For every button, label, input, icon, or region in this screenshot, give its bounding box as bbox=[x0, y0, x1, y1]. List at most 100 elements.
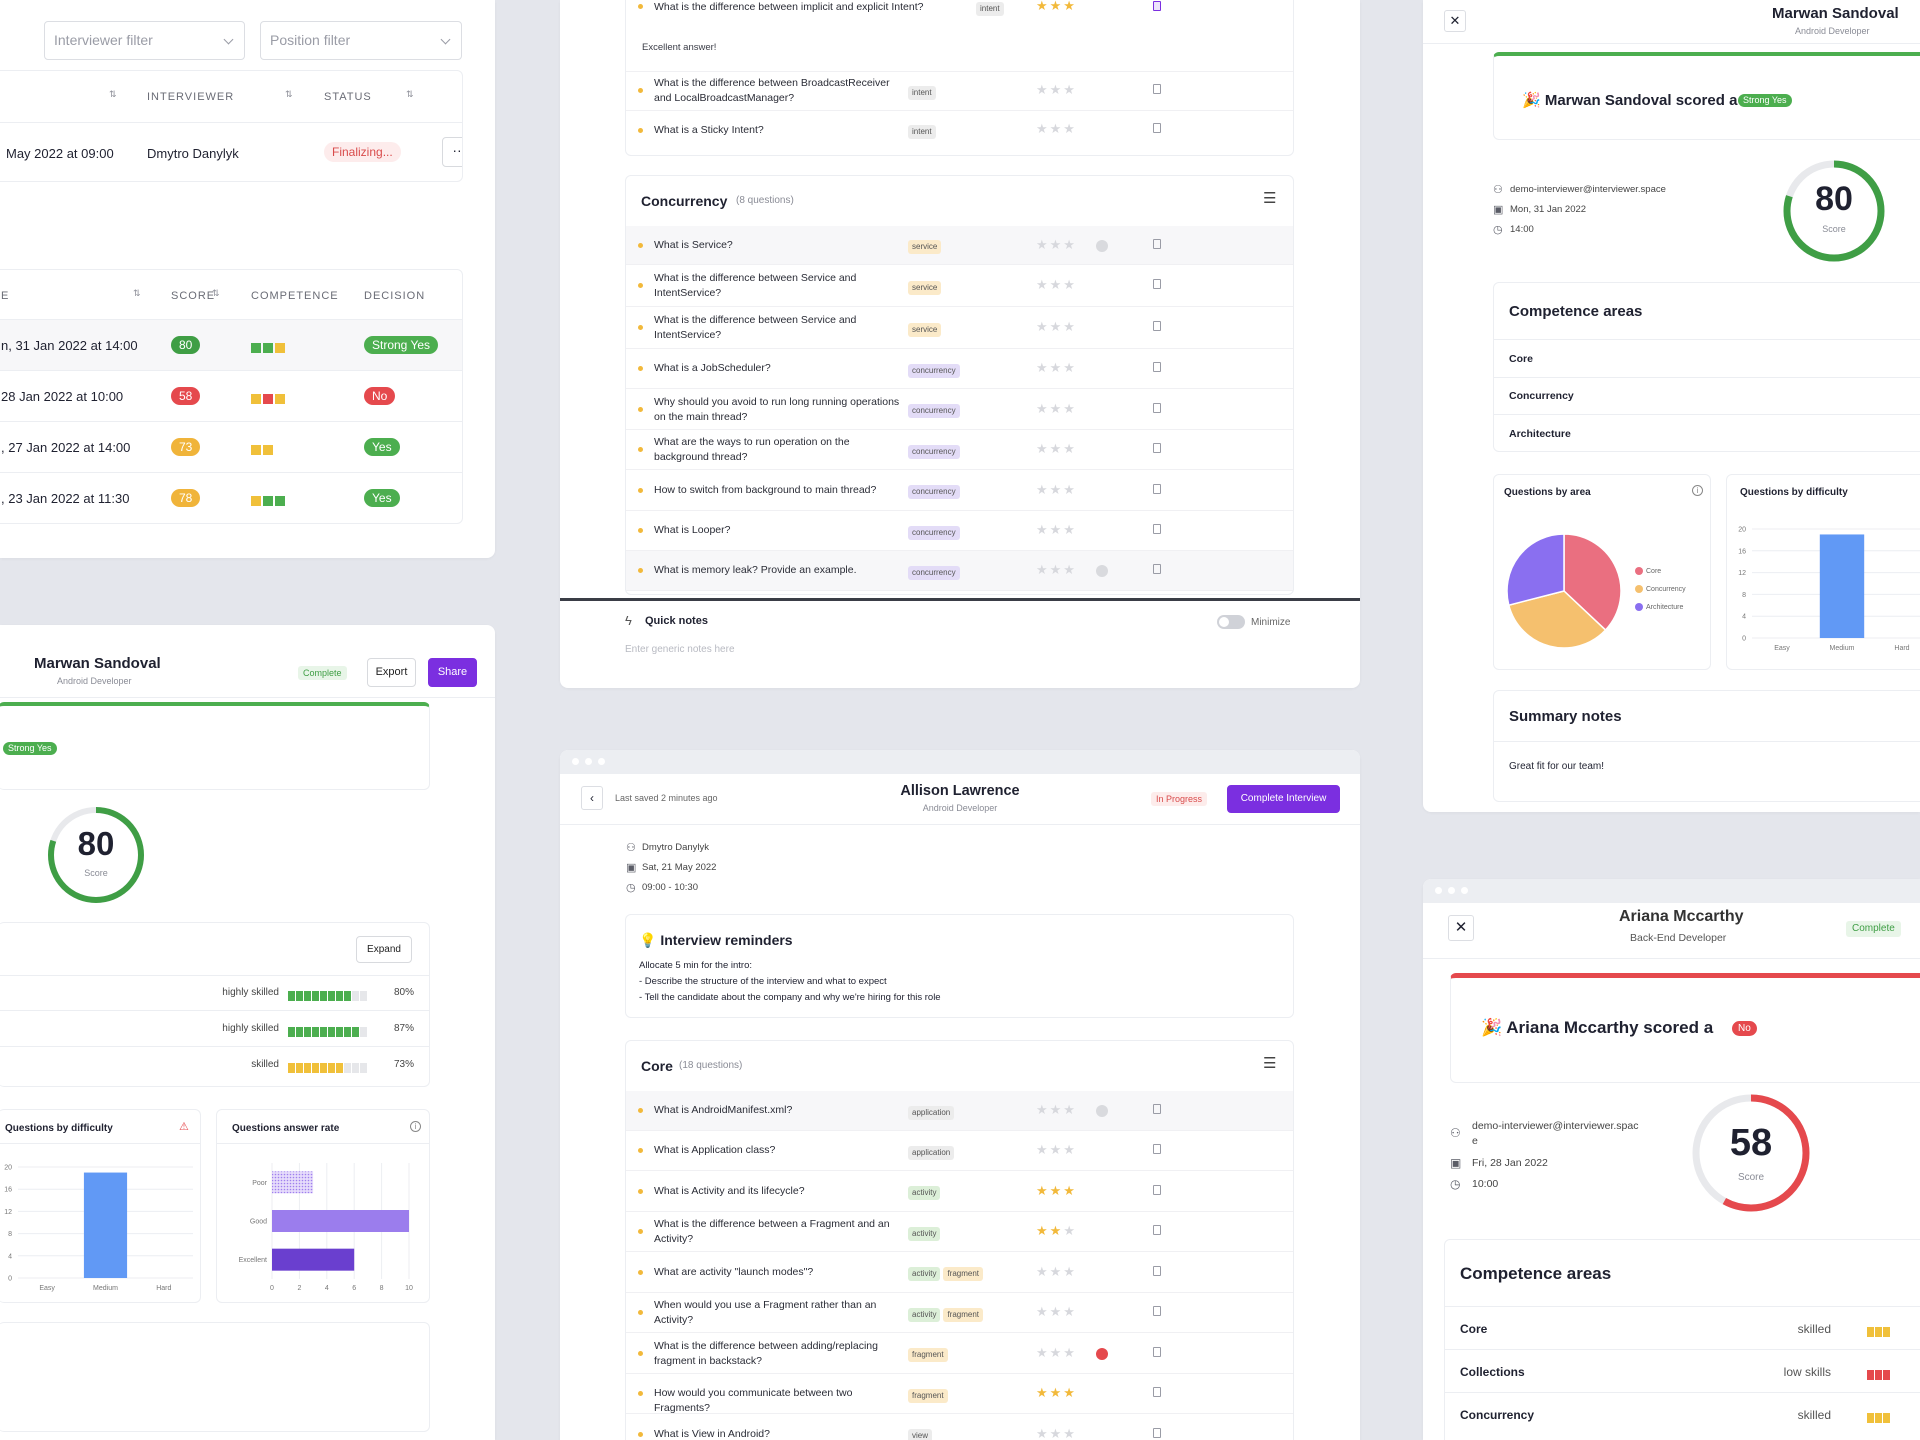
warning-icon[interactable]: ⚠ bbox=[179, 1121, 189, 1133]
rating-stars[interactable]: ★★★ bbox=[1036, 562, 1077, 577]
back-button[interactable]: ‹ bbox=[581, 786, 603, 810]
notes-icon[interactable] bbox=[1153, 238, 1161, 249]
question-row[interactable]: When would you use a Fragment rather tha… bbox=[626, 1293, 1293, 1333]
interviewer-filter[interactable]: Interviewer filter bbox=[44, 21, 245, 60]
bar-excellent[interactable] bbox=[272, 1248, 355, 1271]
question-row[interactable]: What is the difference between Service a… bbox=[626, 265, 1293, 307]
question-row[interactable]: What is AndroidManifest.xml? application ★… bbox=[626, 1091, 1293, 1131]
sort-icon[interactable]: ⇅ bbox=[406, 89, 414, 99]
notes-icon[interactable] bbox=[1153, 402, 1161, 413]
rating-stars[interactable]: ★★★ bbox=[1036, 277, 1077, 292]
question-row[interactable]: Why should you avoid to run long running… bbox=[626, 389, 1293, 430]
rating-stars[interactable]: ★★★ bbox=[1036, 1385, 1077, 1400]
question-row[interactable]: What is the difference between Broadcast… bbox=[626, 71, 1293, 111]
notes-icon[interactable] bbox=[1153, 1104, 1161, 1114]
pie-slice-architecture[interactable] bbox=[1506, 533, 1565, 607]
pie-slice-core[interactable] bbox=[1563, 533, 1622, 632]
question-row[interactable]: What is Activity and its lifecycle? activ… bbox=[626, 1171, 1293, 1212]
quick-notes-input[interactable]: Enter generic notes here bbox=[625, 644, 735, 655]
info-icon[interactable]: i bbox=[1692, 485, 1703, 496]
notes-icon[interactable] bbox=[1153, 483, 1161, 494]
clear-rating-icon[interactable] bbox=[1096, 239, 1108, 252]
notes-icon[interactable] bbox=[1153, 1144, 1161, 1154]
rating-stars[interactable]: ★★★ bbox=[1036, 319, 1077, 334]
notes-icon[interactable] bbox=[1153, 443, 1161, 453]
rating-stars[interactable]: ★★★ bbox=[1036, 236, 1077, 252]
info-icon[interactable]: i bbox=[410, 1121, 421, 1132]
expand-button[interactable]: Expand bbox=[356, 936, 412, 963]
notes-icon[interactable] bbox=[1153, 1265, 1161, 1276]
sort-icon[interactable]: ⇅ bbox=[109, 89, 117, 99]
menu-icon[interactable]: ☰ bbox=[1263, 1055, 1277, 1072]
table-row[interactable]: , 27 Jan 2022 at 14:00 73 Yes bbox=[0, 422, 462, 473]
notes-icon[interactable] bbox=[1153, 84, 1161, 94]
close-button[interactable]: ✕ bbox=[1444, 10, 1466, 32]
position-filter[interactable]: Position filter bbox=[260, 21, 462, 60]
notes-icon[interactable] bbox=[1153, 1225, 1161, 1235]
more-button[interactable]: ·· bbox=[442, 137, 462, 167]
rating-stars[interactable]: ★★★ bbox=[1036, 400, 1077, 416]
notes-icon[interactable] bbox=[1153, 1427, 1161, 1438]
question-row[interactable]: What is View in Android? view ★★★ bbox=[626, 1414, 1293, 1440]
notes-icon[interactable] bbox=[1153, 1306, 1161, 1316]
question-row[interactable]: How to switch from background to main th… bbox=[626, 470, 1293, 511]
table-row[interactable]: n, 31 Jan 2022 at 14:00 80 Strong Yes bbox=[0, 320, 462, 371]
question-row[interactable]: What is Service? service ★★★ bbox=[626, 226, 1293, 265]
question-row[interactable]: How would you communicate between two Fr… bbox=[626, 1374, 1293, 1414]
sort-icon[interactable]: ⇅ bbox=[212, 288, 220, 298]
clear-rating-icon[interactable] bbox=[1096, 1105, 1108, 1117]
rating-stars[interactable]: ★★★ bbox=[1036, 1263, 1077, 1279]
sort-icon[interactable]: ⇅ bbox=[285, 89, 293, 99]
question-row[interactable]: What is the difference between Service a… bbox=[626, 307, 1293, 349]
notes-icon[interactable] bbox=[1153, 1, 1161, 11]
close-button[interactable]: ✕ bbox=[1448, 915, 1474, 941]
col-competence[interactable]: COMPETENCE bbox=[251, 290, 339, 302]
clear-rating-icon[interactable] bbox=[1096, 1347, 1108, 1360]
rating-stars[interactable]: ★★★ bbox=[1036, 1425, 1077, 1440]
notes-icon[interactable] bbox=[1153, 123, 1161, 133]
question-row[interactable]: What is memory leak? Provide an example.… bbox=[626, 551, 1293, 591]
col-decision[interactable]: DECISION bbox=[364, 290, 426, 302]
clear-rating-icon[interactable] bbox=[1096, 565, 1108, 577]
bar-medium[interactable] bbox=[83, 1172, 128, 1278]
question-row[interactable]: What are activity "launch modes"? activit… bbox=[626, 1252, 1293, 1293]
rating-stars[interactable]: ★★★ bbox=[1036, 121, 1077, 136]
bar-medium[interactable] bbox=[1819, 534, 1865, 638]
question-row[interactable]: What is Application class? application ★★★ bbox=[626, 1131, 1293, 1171]
notes-icon[interactable] bbox=[1153, 524, 1161, 534]
export-button[interactable]: Export bbox=[367, 658, 416, 687]
rating-stars[interactable]: ★★★ bbox=[1036, 1142, 1077, 1157]
pie-slice-concurrency[interactable] bbox=[1507, 590, 1607, 649]
rating-stars[interactable]: ★★★ bbox=[1036, 1182, 1077, 1198]
question-row[interactable]: What is a JobScheduler? concurrency ★★★ bbox=[626, 349, 1293, 389]
notes-icon[interactable] bbox=[1153, 1184, 1161, 1195]
question-row[interactable]: What is the difference between adding/re… bbox=[626, 1333, 1293, 1374]
sort-icon[interactable]: ⇅ bbox=[133, 288, 141, 298]
rating-stars[interactable]: ★★★ bbox=[1036, 360, 1077, 375]
question-row[interactable]: What is the difference between a Fragmen… bbox=[626, 1212, 1293, 1252]
question-row[interactable]: What is a Sticky Intent? intent ★★★ bbox=[626, 111, 1293, 151]
rating-stars[interactable]: ★★★ bbox=[1036, 1223, 1077, 1238]
rating-stars[interactable]: ★★★ bbox=[1036, 441, 1077, 456]
table-row[interactable]: , 23 Jan 2022 at 11:30 78 Yes bbox=[0, 473, 462, 523]
menu-icon[interactable]: ☰ bbox=[1263, 190, 1277, 207]
notes-icon[interactable] bbox=[1153, 321, 1161, 331]
notes-icon[interactable] bbox=[1153, 564, 1161, 574]
rating-stars[interactable]: ★★★ bbox=[1036, 82, 1077, 97]
col-interviewer[interactable]: INTERVIEWER bbox=[147, 91, 235, 103]
notes-icon[interactable] bbox=[1153, 1346, 1161, 1357]
rating-stars[interactable]: ★★★ bbox=[1036, 522, 1077, 537]
question-row[interactable]: What is the difference between implicit … bbox=[626, 0, 1293, 25]
minimize-toggle[interactable] bbox=[1217, 615, 1245, 629]
rating-stars[interactable]: ★★★ bbox=[1036, 481, 1077, 497]
rating-stars[interactable]: ★★★ bbox=[1036, 0, 1077, 13]
notes-icon[interactable] bbox=[1153, 279, 1161, 289]
rating-stars[interactable]: ★★★ bbox=[1036, 1344, 1077, 1360]
bar-good[interactable] bbox=[272, 1210, 409, 1232]
col-status[interactable]: STATUS bbox=[324, 91, 372, 103]
question-row[interactable]: What are the ways to run operation on th… bbox=[626, 430, 1293, 470]
notes-icon[interactable] bbox=[1153, 362, 1161, 372]
notes-icon[interactable] bbox=[1153, 1387, 1161, 1397]
complete-interview-button[interactable]: Complete Interview bbox=[1227, 785, 1340, 813]
col-date[interactable]: E bbox=[1, 290, 10, 302]
